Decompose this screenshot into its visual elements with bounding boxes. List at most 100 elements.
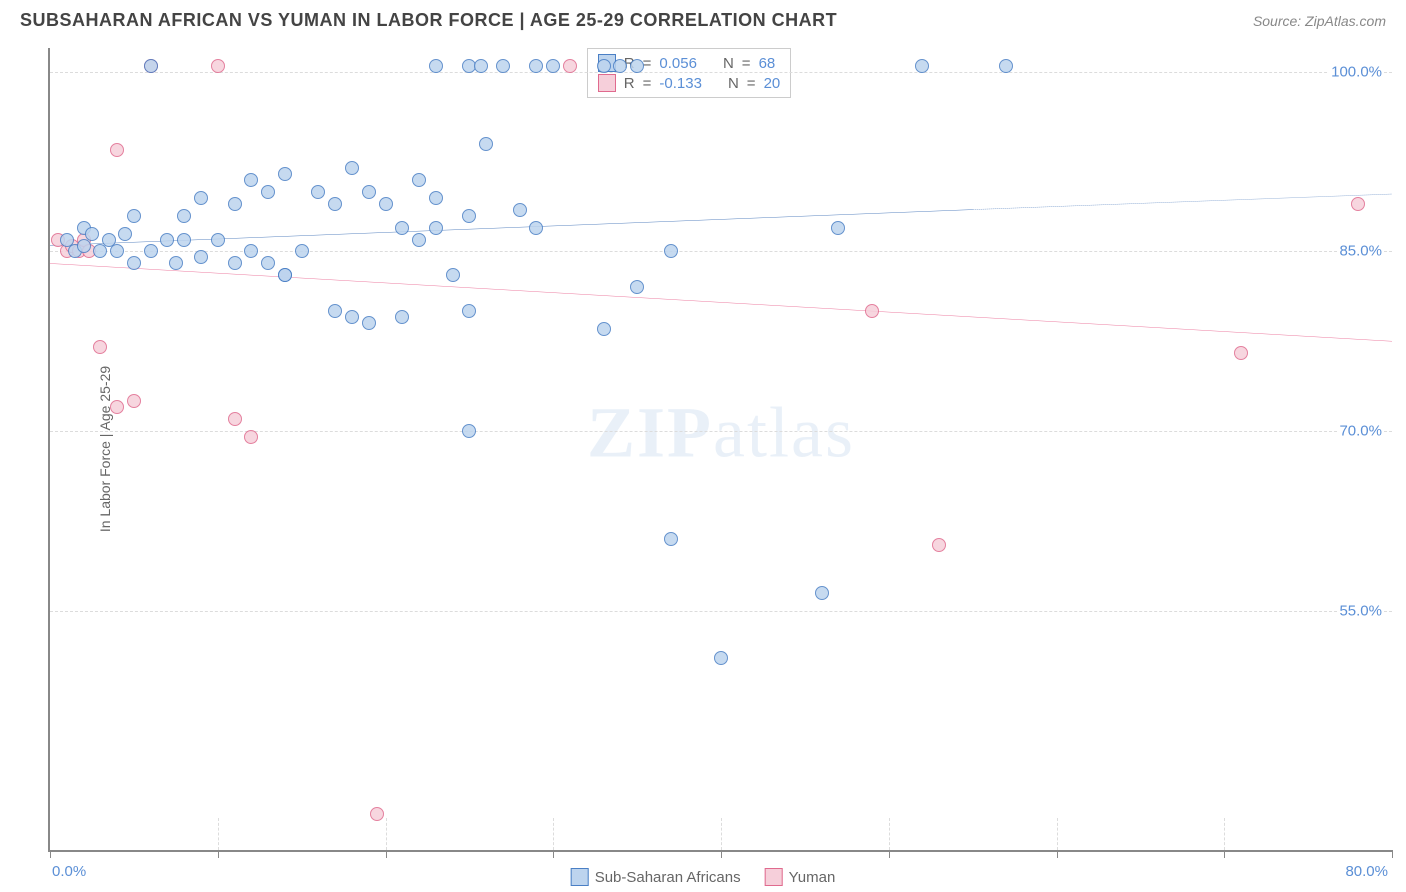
legend-label: Yuman <box>789 869 836 886</box>
point-blue <box>169 256 183 270</box>
legend-label: Sub-Saharan Africans <box>595 869 741 886</box>
x-tick <box>1057 850 1058 858</box>
x-tick <box>50 850 51 858</box>
y-tick-label: 55.0% <box>1337 602 1384 619</box>
stat-n-value: 68 <box>759 55 776 72</box>
point-blue <box>429 59 443 73</box>
y-tick-label: 70.0% <box>1337 423 1384 440</box>
legend-item: Yuman <box>765 868 836 886</box>
point-blue <box>228 256 242 270</box>
point-blue <box>664 244 678 258</box>
point-blue <box>194 191 208 205</box>
point-blue <box>177 209 191 223</box>
point-blue <box>93 244 107 258</box>
x-tick <box>1392 850 1393 858</box>
point-blue <box>999 59 1013 73</box>
point-pink <box>563 59 577 73</box>
point-blue <box>479 137 493 151</box>
x-axis-max-label: 80.0% <box>1345 863 1388 880</box>
point-blue <box>462 424 476 438</box>
stat-n-label: N <box>723 55 734 72</box>
point-blue <box>630 59 644 73</box>
point-blue <box>160 233 174 247</box>
x-tick <box>1224 850 1225 858</box>
grid-line-v <box>553 818 554 850</box>
legend-swatch <box>765 868 783 886</box>
point-blue <box>362 185 376 199</box>
y-tick-label: 100.0% <box>1329 63 1384 80</box>
point-blue <box>597 59 611 73</box>
point-pink <box>93 340 107 354</box>
legend-swatch <box>571 868 589 886</box>
stat-eq: = <box>643 55 652 72</box>
point-pink <box>932 538 946 552</box>
point-pink <box>244 430 258 444</box>
point-blue <box>664 532 678 546</box>
grid-line-v <box>1224 818 1225 850</box>
point-blue <box>311 185 325 199</box>
point-blue <box>228 197 242 211</box>
stat-eq: = <box>643 75 652 92</box>
point-pink <box>110 400 124 414</box>
point-blue <box>412 173 426 187</box>
y-tick-label: 85.0% <box>1337 243 1384 260</box>
point-pink <box>110 143 124 157</box>
legend-stat-row: R=-0.133N=20 <box>598 73 780 93</box>
point-blue <box>395 221 409 235</box>
point-blue <box>144 244 158 258</box>
point-blue <box>429 191 443 205</box>
x-axis-min-label: 0.0% <box>52 863 86 880</box>
x-tick <box>218 850 219 858</box>
grid-line-v <box>1057 818 1058 850</box>
point-blue <box>529 59 543 73</box>
point-pink <box>1234 346 1248 360</box>
point-blue <box>546 59 560 73</box>
point-blue <box>261 256 275 270</box>
stat-n-label: N <box>728 75 739 92</box>
point-blue <box>110 244 124 258</box>
point-pink <box>1351 197 1365 211</box>
point-blue <box>295 244 309 258</box>
point-blue <box>345 310 359 324</box>
point-pink <box>127 394 141 408</box>
point-blue <box>328 197 342 211</box>
point-blue <box>613 59 627 73</box>
point-blue <box>85 227 99 241</box>
grid-line-v <box>889 818 890 850</box>
point-pink <box>865 304 879 318</box>
point-blue <box>831 221 845 235</box>
point-blue <box>261 185 275 199</box>
point-blue <box>211 233 225 247</box>
point-pink <box>370 807 384 821</box>
point-blue <box>345 161 359 175</box>
point-blue <box>127 256 141 270</box>
point-blue <box>194 250 208 264</box>
stat-r-label: R <box>624 75 635 92</box>
point-blue <box>429 221 443 235</box>
point-blue <box>395 310 409 324</box>
point-blue <box>529 221 543 235</box>
point-blue <box>244 244 258 258</box>
legend-stats: R=0.056N=68R=-0.133N=20 <box>587 48 791 98</box>
legend-item: Sub-Saharan Africans <box>571 868 741 886</box>
point-blue <box>127 209 141 223</box>
watermark-brand-1: ZIP <box>587 392 713 472</box>
point-blue <box>714 651 728 665</box>
x-tick <box>553 850 554 858</box>
point-blue <box>244 173 258 187</box>
point-blue <box>915 59 929 73</box>
point-blue <box>496 59 510 73</box>
point-pink <box>211 59 225 73</box>
point-blue <box>462 209 476 223</box>
point-blue <box>412 233 426 247</box>
point-pink <box>228 412 242 426</box>
source-label: Source: ZipAtlas.com <box>1253 13 1386 29</box>
grid-line-v <box>386 818 387 850</box>
x-tick <box>721 850 722 858</box>
grid-line-h <box>50 611 1392 612</box>
plot-area: ZIPatlas R=0.056N=68R=-0.133N=20 55.0%70… <box>50 48 1392 850</box>
x-tick <box>889 850 890 858</box>
point-blue <box>446 268 460 282</box>
grid-line-v <box>218 818 219 850</box>
point-blue <box>462 304 476 318</box>
